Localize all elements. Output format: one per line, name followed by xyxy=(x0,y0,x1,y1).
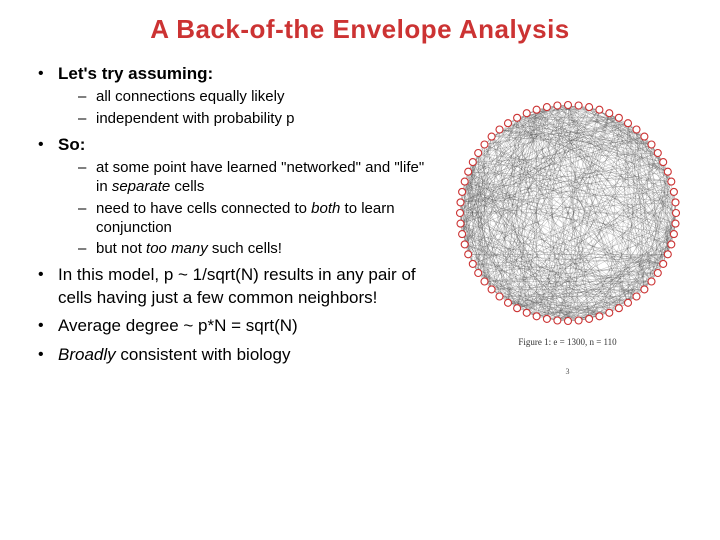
slide: A Back-of-the Envelope Analysis Let's tr… xyxy=(0,0,720,540)
text-frag: cells xyxy=(170,178,204,195)
text-frag: such cells! xyxy=(208,240,282,257)
text-frag: but not xyxy=(96,240,146,257)
text-frag: consistent with biology xyxy=(116,345,291,364)
text-frag: need to have cells connected to xyxy=(96,200,311,217)
slide-title: A Back-of-the Envelope Analysis xyxy=(24,14,696,45)
bullet-list: Let's try assuming: all connections equa… xyxy=(24,63,439,366)
bullet-2-sub-2: need to have cells connected to both to … xyxy=(76,199,439,237)
bullet-2-sub-1: at some point have learned "networked" a… xyxy=(76,158,439,196)
text-frag-em: Broadly xyxy=(58,345,116,364)
network-graph xyxy=(448,93,688,333)
text-frag-em: too many xyxy=(146,240,208,257)
text-frag-em: both xyxy=(311,200,340,217)
bullet-2: So: at some point have learned "networke… xyxy=(36,134,439,258)
body: Let's try assuming: all connections equa… xyxy=(24,63,696,376)
bullet-1-sub-1: all connections equally likely xyxy=(76,87,439,106)
page-number: 3 xyxy=(566,367,570,376)
bullet-1: Let's try assuming: all connections equa… xyxy=(36,63,439,128)
bullet-5: Broadly consistent with biology xyxy=(36,344,439,366)
bullet-2-lead: So: xyxy=(58,135,85,154)
bullet-1-lead: Let's try assuming: xyxy=(58,64,213,83)
text-column: Let's try assuming: all connections equa… xyxy=(24,63,439,376)
bullet-2-sub-3: but not too many such cells! xyxy=(76,239,439,258)
bullet-1-sub-2: independent with probability p xyxy=(76,109,439,128)
text-frag-em: separate xyxy=(112,178,170,195)
figure-column: Figure 1: e = 1300, n = 110 3 xyxy=(439,63,696,376)
bullet-3: In this model, p ~ 1/sqrt(N) results in … xyxy=(36,264,439,309)
bullet-4: Average degree ~ p*N = sqrt(N) xyxy=(36,315,439,337)
figure-caption: Figure 1: e = 1300, n = 110 xyxy=(518,337,616,347)
